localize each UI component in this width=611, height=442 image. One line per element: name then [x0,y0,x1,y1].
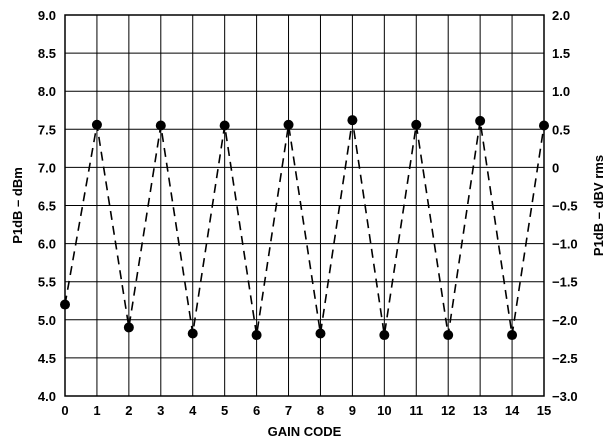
y-tick-labels-right: −3.0 −2.5 −2.0 −1.5 −1.0 −0.5 0 0.5 1.0 1.5 2.0 [552,8,578,404]
y-tick-label-right: −2.0 [552,313,578,328]
y-tick-label-left: 5.5 [38,275,56,290]
y-tick-label-right: −0.5 [552,199,578,214]
y-tick-label-right: −3.0 [552,389,578,404]
data-point [347,115,358,126]
y-axis-title-left: P1dB – dBm [10,167,25,244]
y-tick-label-right: 1.5 [552,46,570,61]
x-tick-label: 7 [285,403,292,418]
x-tick-label: 6 [253,403,260,418]
data-point [91,119,102,130]
y-tick-label-left: 4.0 [38,389,56,404]
x-tick-labels: 0 1 2 3 4 5 6 7 8 9 10 11 12 13 14 15 [61,403,551,418]
y-tick-label-left: 7.0 [38,160,56,175]
data-point [187,328,198,339]
y-tick-label-left: 5.0 [38,313,56,328]
y-tick-label-left: 9.0 [38,8,56,23]
x-tick-label: 13 [473,403,487,418]
x-tick-label: 10 [377,403,391,418]
x-tick-label: 1 [93,403,100,418]
data-point [283,119,294,130]
y-tick-label-right: −1.5 [552,275,578,290]
data-point [123,322,134,333]
x-tick-label: 5 [221,403,228,418]
data-point [219,120,230,131]
y-tick-label-right: 1.0 [552,84,570,99]
data-point [379,330,390,341]
data-point [507,330,518,341]
x-tick-label: 3 [157,403,164,418]
x-tick-label: 8 [317,403,324,418]
y-tick-label-left: 8.5 [38,46,56,61]
y-tick-label-left: 4.5 [38,351,56,366]
y-tick-label-right: 0.5 [552,122,570,137]
x-tick-label: 14 [505,403,520,418]
y-tick-label-right: 0 [552,160,559,175]
y-tick-label-left: 6.0 [38,237,56,252]
y-tick-label-right: −2.5 [552,351,578,366]
x-tick-label: 4 [189,403,197,418]
data-point [475,115,486,126]
plot-frame [64,14,545,397]
x-tick-label: 12 [441,403,455,418]
data-point [155,120,166,131]
series-layer [60,115,549,341]
data-point [315,328,326,339]
data-point [411,119,422,130]
series-line [64,120,545,336]
y-tick-label-left: 7.5 [38,122,56,137]
y-tick-label-right: −1.0 [552,237,578,252]
x-tick-label: 2 [125,403,132,418]
x-tick-label: 0 [61,403,68,418]
data-point [251,330,262,341]
x-axis-title: GAIN CODE [268,424,342,439]
x-tick-label: 9 [349,403,356,418]
y-tick-label-left: 6.5 [38,199,56,214]
y-axis-title-right: P1dB – dBV rms [591,155,606,256]
x-tick-label: 11 [409,403,423,418]
x-tick-label: 15 [537,403,551,418]
grid [64,14,545,397]
y-tick-label-left: 8.0 [38,84,56,99]
data-point [443,330,454,341]
y-tick-labels-left: 4.0 4.5 5.0 5.5 6.0 6.5 7.0 7.5 8.0 8.5 9.0 [38,8,56,404]
y-tick-label-right: 2.0 [552,8,570,23]
